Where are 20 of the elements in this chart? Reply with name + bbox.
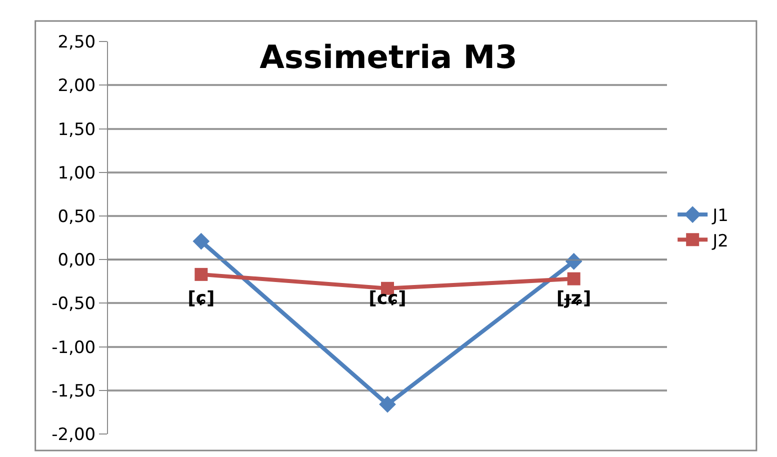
x-tick-label: [ɟʑ] — [556, 288, 592, 310]
point — [379, 396, 396, 413]
y-tick-label: -0,50 — [52, 294, 96, 314]
point — [194, 268, 208, 281]
y-tick-label: 0,00 — [58, 250, 96, 271]
chart-title: Assimetria M3 — [260, 38, 518, 76]
legend-label: J1 — [712, 206, 728, 226]
y-tick-label: 1,00 — [58, 163, 96, 184]
point — [192, 232, 210, 250]
x-tick-label: [ɕ] — [188, 288, 215, 310]
y-tick-label: -1,00 — [52, 338, 96, 358]
y-tick-label: -1,50 — [52, 381, 96, 402]
y-tick-label: 1,50 — [58, 120, 96, 140]
legend-label: J2 — [712, 231, 728, 252]
y-tick-label: 0,50 — [58, 206, 96, 227]
y-tick-label: -2,00 — [52, 424, 96, 445]
y-tick-label: 2,50 — [58, 32, 96, 53]
x-tick-label: [cɕ] — [368, 288, 406, 310]
point — [567, 272, 580, 286]
y-tick-label: 2,00 — [58, 76, 96, 96]
